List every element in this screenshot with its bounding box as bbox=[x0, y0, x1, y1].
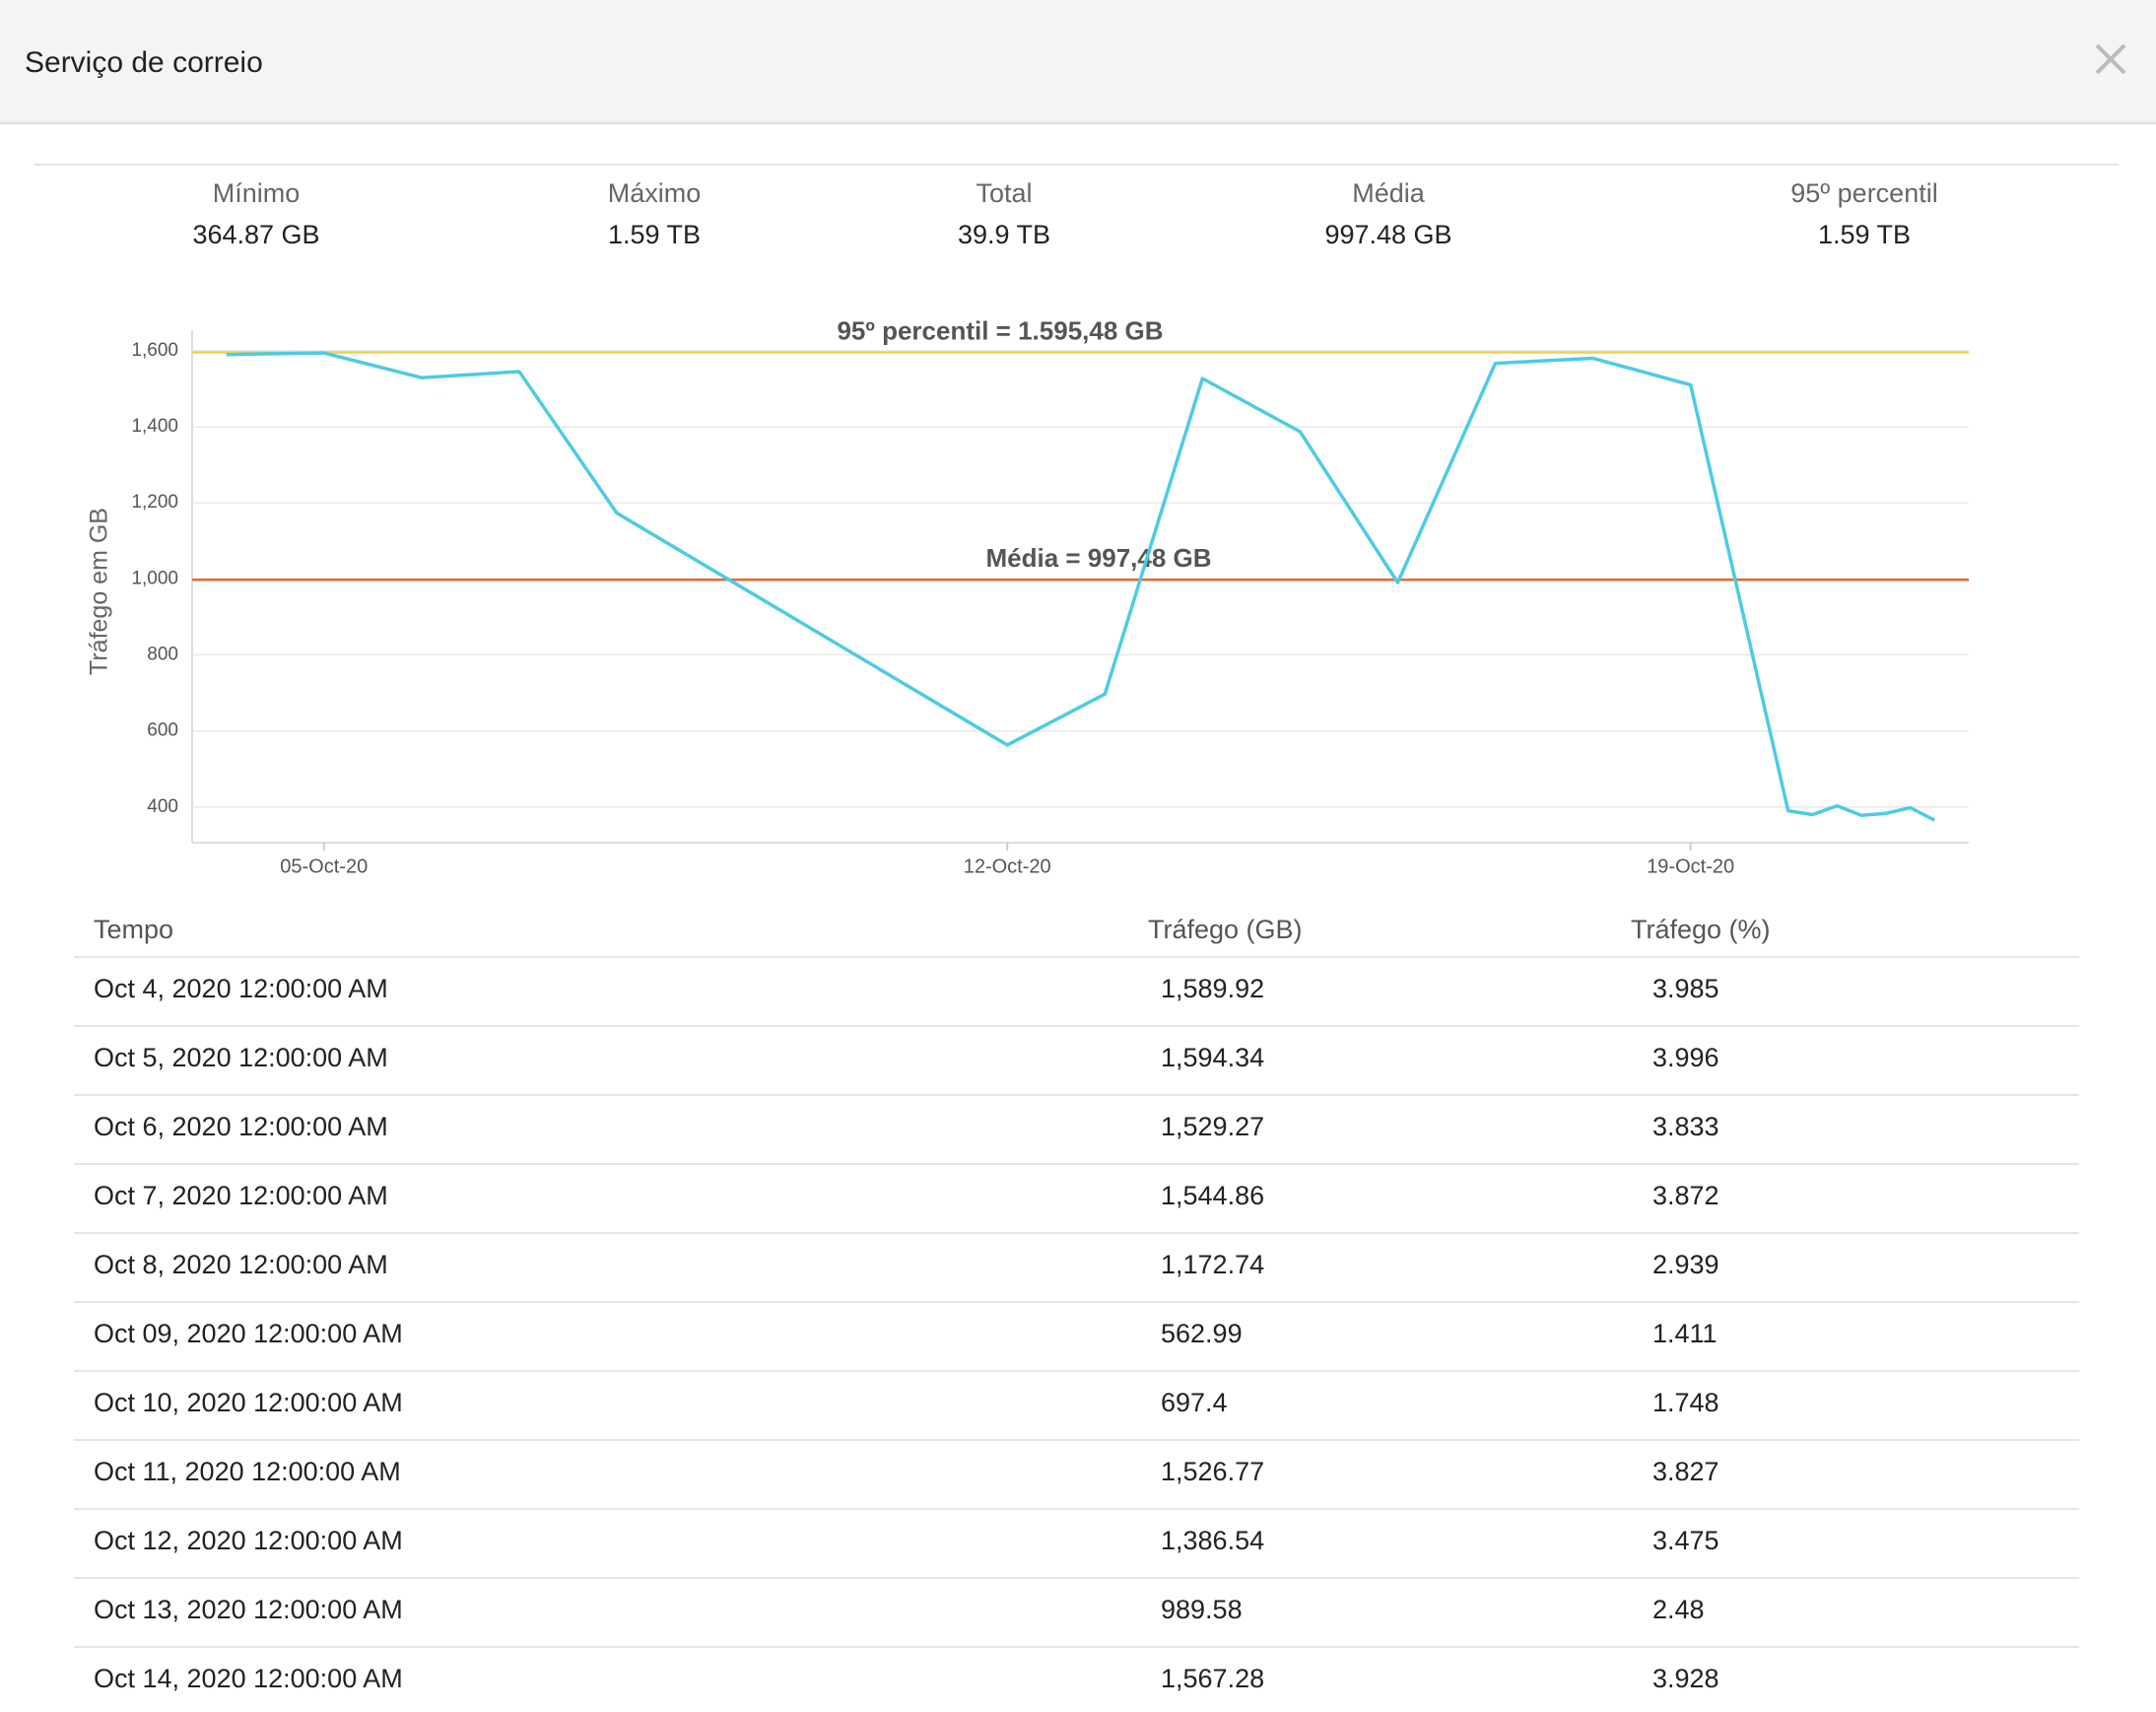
table-cell: Oct 14, 2020 12:00:00 AM bbox=[94, 1664, 403, 1693]
table-cell: 1,567.28 bbox=[1161, 1664, 1264, 1693]
table-cell: Oct 6, 2020 12:00:00 AM bbox=[94, 1112, 388, 1141]
table-cell: 1,589.92 bbox=[1161, 974, 1264, 1003]
stat-value: 1.59 TB bbox=[608, 220, 701, 249]
column-header: Tráfego (%) bbox=[1631, 915, 1771, 944]
stat-value: 997.48 GB bbox=[1324, 220, 1451, 249]
table-cell: 1.411 bbox=[1652, 1319, 1718, 1348]
table-cell: Oct 10, 2020 12:00:00 AM bbox=[94, 1388, 403, 1417]
table-cell: 2.48 bbox=[1652, 1595, 1705, 1624]
table-cell: 697.4 bbox=[1161, 1388, 1228, 1417]
y-tick-label: 800 bbox=[147, 644, 178, 664]
table-cell: Oct 5, 2020 12:00:00 AM bbox=[94, 1043, 388, 1072]
table-cell: 1,544.86 bbox=[1161, 1181, 1264, 1210]
stat-label: Máximo bbox=[608, 178, 702, 208]
table-cell: Oct 13, 2020 12:00:00 AM bbox=[94, 1595, 403, 1624]
column-header: Tempo bbox=[94, 915, 173, 944]
y-tick-label: 600 bbox=[147, 720, 178, 741]
table-cell: 2.939 bbox=[1652, 1250, 1719, 1279]
table-cell: 3.872 bbox=[1652, 1181, 1719, 1210]
stat-label: Total bbox=[976, 178, 1032, 208]
table-cell: Oct 12, 2020 12:00:00 AM bbox=[94, 1526, 403, 1555]
y-axis-title: Tráfego em GB bbox=[86, 508, 113, 675]
x-tick-label: 12-Oct-20 bbox=[964, 856, 1051, 877]
table-cell: 1,594.34 bbox=[1161, 1043, 1264, 1072]
stat-label: 95º percentil bbox=[1790, 178, 1937, 208]
stat-value: 1.59 TB bbox=[1818, 220, 1911, 249]
table-cell: Oct 09, 2020 12:00:00 AM bbox=[94, 1319, 403, 1348]
stat-label: Mínimo bbox=[213, 178, 301, 208]
table-cell: Oct 4, 2020 12:00:00 AM bbox=[94, 974, 388, 1003]
table-cell: Oct 7, 2020 12:00:00 AM bbox=[94, 1181, 388, 1210]
table-cell: Oct 11, 2020 12:00:00 AM bbox=[94, 1457, 401, 1486]
table-cell: 3.475 bbox=[1652, 1526, 1719, 1555]
table-cell: 1.748 bbox=[1652, 1388, 1719, 1417]
y-tick-label: 1,000 bbox=[131, 568, 178, 588]
x-tick-label: 05-Oct-20 bbox=[280, 856, 368, 877]
table-cell: 3.985 bbox=[1652, 974, 1719, 1003]
stat-value: 364.87 GB bbox=[192, 220, 319, 249]
table-cell: 1,529.27 bbox=[1161, 1112, 1264, 1141]
table-cell: 3.833 bbox=[1652, 1112, 1719, 1141]
y-tick-label: 1,200 bbox=[131, 492, 178, 513]
header-bar bbox=[0, 0, 2156, 123]
table-cell: 1,386.54 bbox=[1161, 1526, 1264, 1555]
table-cell: 1,172.74 bbox=[1161, 1250, 1264, 1279]
table-cell: Oct 8, 2020 12:00:00 AM bbox=[94, 1250, 388, 1279]
table-cell: 3.827 bbox=[1652, 1457, 1719, 1486]
traffic-line bbox=[226, 351, 1936, 822]
table-cell: 989.58 bbox=[1161, 1595, 1243, 1624]
close-button[interactable] bbox=[2095, 43, 2126, 75]
reference-label: Média = 997,48 GB bbox=[985, 543, 1211, 573]
y-tick-label: 1,600 bbox=[131, 340, 178, 361]
y-tick-label: 400 bbox=[147, 796, 178, 817]
x-tick-label: 19-Oct-20 bbox=[1647, 856, 1734, 877]
modal-title: Serviço de correio bbox=[25, 46, 263, 79]
stat-value: 39.9 TB bbox=[958, 220, 1050, 249]
table-cell: 1,526.77 bbox=[1161, 1457, 1264, 1486]
y-tick-label: 1,400 bbox=[131, 416, 178, 437]
table-cell: 562.99 bbox=[1161, 1319, 1243, 1348]
reference-label: 95º percentil = 1.595,48 GB bbox=[837, 315, 1163, 345]
table-cell: 3.996 bbox=[1652, 1043, 1719, 1072]
stat-label: Média bbox=[1352, 178, 1426, 208]
column-header: Tráfego (GB) bbox=[1148, 915, 1303, 944]
table-cell: 3.928 bbox=[1652, 1664, 1719, 1693]
